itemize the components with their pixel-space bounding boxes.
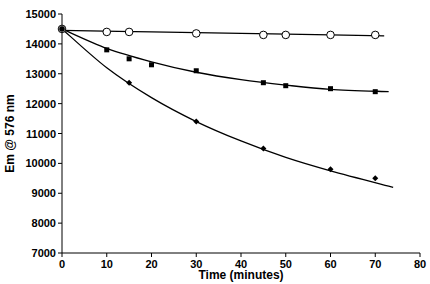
- y-tick: [58, 193, 62, 194]
- y-tick-label: 11000: [26, 128, 56, 140]
- x-tick-label: 60: [324, 258, 336, 270]
- point: [103, 28, 111, 36]
- point: [328, 86, 333, 91]
- x-tick-label: 70: [369, 258, 381, 270]
- y-tick: [58, 14, 62, 15]
- point: [282, 31, 290, 39]
- x-axis-label: Time (minutes): [198, 268, 283, 282]
- y-tick: [58, 133, 62, 134]
- x-tick: [420, 253, 421, 257]
- y-tick: [58, 223, 62, 224]
- y-tick: [58, 43, 62, 44]
- point: [283, 83, 288, 88]
- y-tick: [58, 253, 62, 254]
- x-tick-label: 10: [101, 258, 113, 270]
- x-tick-label: 20: [145, 258, 157, 270]
- point: [261, 80, 266, 85]
- point: [104, 47, 109, 52]
- point: [372, 175, 378, 181]
- x-tick-label: 0: [59, 258, 65, 270]
- y-tick-label: 15000: [25, 8, 56, 20]
- x-tick: [196, 253, 197, 257]
- y-tick: [58, 73, 62, 74]
- y-tick: [58, 163, 62, 164]
- y-axis-label: Em @ 576 nm: [3, 94, 17, 172]
- point: [127, 56, 132, 61]
- point: [60, 26, 65, 31]
- point: [126, 80, 132, 86]
- fit-line: [62, 29, 393, 187]
- fit-line: [62, 29, 389, 92]
- point: [192, 30, 200, 38]
- point: [59, 26, 65, 32]
- point: [260, 145, 266, 151]
- point: [193, 119, 199, 125]
- point: [327, 31, 335, 39]
- chart: 7000 8000 9000 10000 11000 12000 13000 14000 150…: [0, 0, 430, 284]
- y-tick: [58, 103, 62, 104]
- x-tick: [330, 253, 331, 257]
- plot-area: [58, 25, 393, 187]
- y-tick-label: 10000: [25, 157, 56, 169]
- y-tick-label: 13000: [25, 68, 56, 80]
- y-tick-label: 14000: [25, 38, 56, 50]
- point: [194, 68, 199, 73]
- x-tick: [375, 253, 376, 257]
- point: [371, 31, 379, 39]
- y-tick-label: 12000: [25, 98, 56, 110]
- y-tick-label: 7000: [32, 247, 56, 259]
- point: [58, 25, 66, 33]
- x-tick: [151, 253, 152, 257]
- point: [373, 89, 378, 94]
- y-tick-label: 8000: [32, 217, 56, 229]
- y-tick-label: 9000: [32, 187, 56, 199]
- x-tick: [241, 253, 242, 257]
- x-tick: [285, 253, 286, 257]
- point: [149, 62, 154, 67]
- point: [125, 28, 133, 36]
- x-tick: [106, 253, 107, 257]
- x-tick-label: 80: [414, 258, 426, 270]
- x-tick: [62, 253, 63, 257]
- point: [260, 31, 268, 39]
- point: [328, 166, 334, 172]
